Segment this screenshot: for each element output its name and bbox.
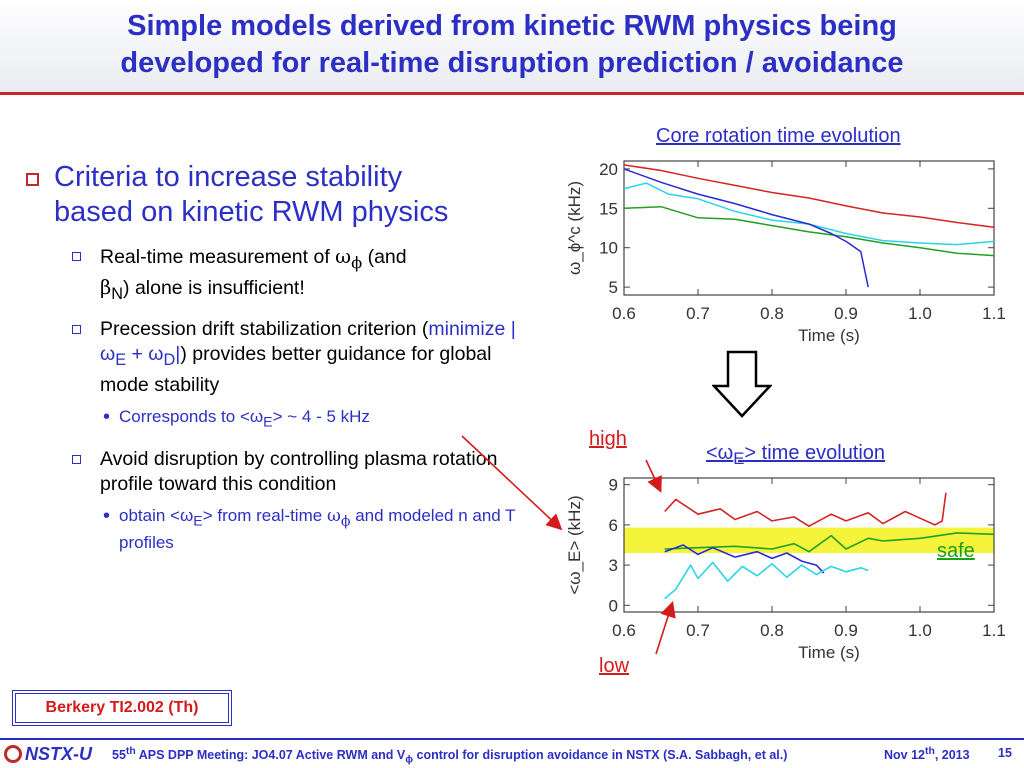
y-tick-label: 9 <box>609 476 618 495</box>
x-tick-label: 0.7 <box>686 304 710 323</box>
safe-label: safe <box>937 540 975 562</box>
x-axis-label: Time (s) <box>798 326 860 345</box>
series-line-red <box>623 164 995 228</box>
bullet-precession-drift: Precession drift stabilization criterion… <box>20 317 540 398</box>
series-line-cyan <box>664 561 869 600</box>
plot-frame <box>623 477 995 613</box>
we-chart-title: <ωE> time evolution <box>706 442 886 468</box>
y-axis-label: ω_ϕ^c (kHz) <box>565 181 584 275</box>
y-axis-label: <ω_E> (kHz) <box>565 495 584 594</box>
slide-title: Simple models derived from kinetic RWM p… <box>20 8 1004 82</box>
y-tick-label: 5 <box>609 278 618 297</box>
main-bullet-line2: based on kinetic RWM physics <box>54 196 449 228</box>
x-tick-label: 0.8 <box>760 621 784 640</box>
series-line-green <box>664 532 995 553</box>
footer-rule <box>0 738 1024 740</box>
footer: NSTX-U 55th APS DPP Meeting: JO4.07 Acti… <box>0 736 1024 768</box>
title-underline <box>0 92 1024 95</box>
series-line-green <box>623 205 995 257</box>
logo-ring-icon <box>4 745 22 763</box>
plot-frame <box>623 160 995 296</box>
chart2-marks: 0.6 0.7 0.8 0.9 1.0 1.1 0 3 6 9 Time (s) <ω_E> (kHz… <box>565 476 1006 662</box>
y-tick-label: 0 <box>609 596 618 615</box>
down-arrow-icon <box>712 350 772 418</box>
x-tick-label: 1.1 <box>982 304 1006 323</box>
x-axis-label: Time (s) <box>798 643 860 662</box>
bullet-avoid-disruption: Avoid disruption by controlling plasma r… <box>20 447 540 497</box>
round-bullet-icon: • <box>103 505 111 528</box>
chart1-marks: 0.6 0.7 0.8 0.9 1.0 1.1 5 10 15 20 Time (s) ω_ϕ^c (… <box>565 160 1006 345</box>
x-tick-label: 0.6 <box>612 621 636 640</box>
x-tick-label: 0.6 <box>612 304 636 323</box>
x-tick-label: 0.7 <box>686 621 710 640</box>
core-rotation-chart: 0.6 0.7 0.8 0.9 1.0 1.1 5 10 15 20 Time (s) ω_ϕ^c (… <box>565 160 1006 345</box>
square-bullet-icon <box>72 455 81 465</box>
nstx-u-logo: NSTX-U <box>4 744 92 765</box>
low-label: low <box>599 655 630 677</box>
reference-text: Berkery TI2.002 (Th) <box>15 693 229 723</box>
round-bullet-icon: • <box>103 405 111 428</box>
x-tick-label: 1.1 <box>982 621 1006 640</box>
bullet-realtime-measurement: Real-time measurement of ωϕ (and βN) alo… <box>20 244 540 307</box>
square-bullet-icon <box>26 173 39 186</box>
title-band <box>0 0 1024 95</box>
y-tick-label: 15 <box>599 199 618 218</box>
page-number: 15 <box>998 746 1012 760</box>
sub-bullet-corresponds: • Corresponds to <ωE> ~ 4 - 5 kHz <box>103 405 370 431</box>
bullet-list: Criteria to increase stability based on … <box>20 160 540 554</box>
x-tick-label: 1.0 <box>908 304 932 323</box>
y-tick-label: 20 <box>599 160 618 179</box>
series-line-cyan <box>623 182 995 246</box>
x-tick-label: 0.9 <box>834 621 858 640</box>
high-label: high <box>589 428 627 450</box>
x-tick-label: 0.9 <box>834 304 858 323</box>
slide-title-line1: Simple models derived from kinetic RWM p… <box>127 10 897 42</box>
series-line-blue <box>664 544 825 574</box>
x-tick-label: 1.0 <box>908 621 932 640</box>
core-rotation-chart-title: Core rotation time evolution <box>656 125 901 147</box>
y-tick-label: 6 <box>609 516 618 535</box>
series-line-blue <box>623 168 869 288</box>
x-tick-label: 0.8 <box>760 304 784 323</box>
footer-meeting-text: 55th APS DPP Meeting: JO4.07 Active RWM … <box>112 746 788 766</box>
y-tick-label: 3 <box>609 556 618 575</box>
series-line-red <box>664 492 947 528</box>
y-tick-label: 10 <box>599 239 618 258</box>
square-bullet-icon <box>72 324 81 334</box>
square-bullet-icon <box>72 252 81 261</box>
main-bullet: Criteria to increase stability based on … <box>20 160 540 230</box>
reference-box: Berkery TI2.002 (Th) <box>12 690 232 726</box>
we-time-evolution-chart: 0.6 0.7 0.8 0.9 1.0 1.1 0 3 6 9 Time (s) <ω_E> (kHz… <box>565 476 1006 662</box>
main-bullet-line1: Criteria to increase stability <box>54 161 403 193</box>
sub-bullet-obtain: • obtain <ωE> from real-time ωϕ and mode… <box>103 505 516 553</box>
slide-title-line2: developed for real-time disruption predi… <box>120 47 904 79</box>
footer-date: Nov 12th, 2013 <box>884 746 970 763</box>
